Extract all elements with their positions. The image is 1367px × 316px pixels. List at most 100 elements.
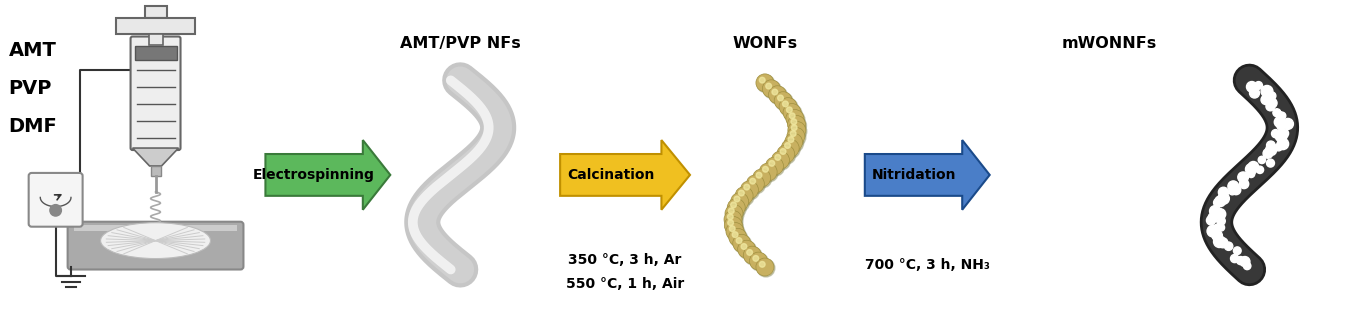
Circle shape	[787, 137, 794, 143]
Circle shape	[749, 178, 756, 184]
Circle shape	[1282, 118, 1293, 129]
FancyBboxPatch shape	[145, 6, 167, 18]
Circle shape	[753, 256, 759, 261]
Circle shape	[1208, 213, 1218, 222]
Circle shape	[734, 235, 752, 253]
Circle shape	[1267, 98, 1277, 108]
Circle shape	[759, 261, 766, 267]
Circle shape	[785, 143, 790, 149]
Circle shape	[1240, 257, 1249, 267]
Circle shape	[1210, 206, 1221, 216]
FancyBboxPatch shape	[29, 173, 82, 227]
Circle shape	[791, 119, 797, 125]
Circle shape	[757, 75, 775, 93]
Text: 350 °C, 3 h, Ar: 350 °C, 3 h, Ar	[569, 252, 682, 267]
Circle shape	[1277, 121, 1286, 130]
Circle shape	[741, 181, 759, 199]
Circle shape	[731, 194, 749, 212]
Circle shape	[786, 110, 804, 127]
Text: mWONNFs: mWONNFs	[1062, 35, 1158, 51]
Circle shape	[1258, 156, 1266, 164]
Circle shape	[791, 125, 797, 131]
Circle shape	[725, 216, 742, 234]
Circle shape	[1240, 179, 1248, 189]
Circle shape	[753, 169, 771, 187]
Circle shape	[1217, 217, 1225, 225]
Circle shape	[778, 95, 783, 101]
Circle shape	[771, 151, 789, 169]
Circle shape	[730, 229, 748, 247]
Circle shape	[738, 190, 744, 196]
Text: AMT/PVP NFs: AMT/PVP NFs	[401, 35, 521, 51]
Circle shape	[726, 206, 744, 223]
Circle shape	[1263, 149, 1273, 158]
Circle shape	[725, 211, 744, 229]
Circle shape	[730, 193, 749, 211]
Circle shape	[1225, 242, 1233, 250]
Text: DMF: DMF	[8, 117, 57, 136]
Circle shape	[746, 250, 752, 255]
Circle shape	[1245, 164, 1256, 175]
Circle shape	[1214, 224, 1222, 232]
FancyBboxPatch shape	[150, 166, 160, 176]
Circle shape	[782, 140, 800, 158]
Text: 700 °C, 3 h, NH₃: 700 °C, 3 h, NH₃	[865, 258, 990, 271]
Circle shape	[763, 80, 781, 98]
Circle shape	[1214, 236, 1225, 247]
Circle shape	[1275, 111, 1284, 118]
Circle shape	[1207, 216, 1215, 225]
Circle shape	[1230, 254, 1239, 263]
Circle shape	[1249, 88, 1259, 98]
Circle shape	[767, 158, 785, 176]
Circle shape	[1237, 172, 1248, 183]
Circle shape	[787, 115, 805, 133]
Circle shape	[1266, 144, 1277, 155]
Circle shape	[738, 241, 757, 259]
Circle shape	[775, 155, 781, 160]
Circle shape	[1207, 225, 1219, 237]
Text: AMT: AMT	[8, 41, 56, 60]
Circle shape	[781, 149, 786, 154]
Circle shape	[789, 122, 807, 140]
Circle shape	[1218, 187, 1229, 198]
Circle shape	[730, 202, 737, 208]
Circle shape	[733, 232, 738, 238]
Circle shape	[772, 89, 778, 95]
Circle shape	[730, 226, 735, 232]
Circle shape	[1248, 161, 1259, 172]
Circle shape	[787, 121, 805, 139]
Circle shape	[1244, 262, 1251, 270]
Circle shape	[781, 139, 800, 157]
Circle shape	[1233, 247, 1241, 255]
FancyBboxPatch shape	[134, 46, 176, 60]
Circle shape	[725, 210, 742, 228]
Polygon shape	[265, 140, 391, 210]
Circle shape	[789, 117, 807, 134]
Circle shape	[49, 204, 62, 216]
Circle shape	[734, 196, 740, 202]
Circle shape	[756, 74, 774, 92]
Circle shape	[766, 157, 783, 175]
Circle shape	[763, 81, 782, 99]
Circle shape	[725, 204, 742, 222]
Circle shape	[757, 259, 775, 277]
Circle shape	[729, 208, 734, 214]
Circle shape	[772, 152, 790, 170]
Circle shape	[1260, 95, 1271, 105]
Circle shape	[737, 238, 742, 243]
Circle shape	[776, 145, 794, 163]
Circle shape	[1271, 130, 1280, 138]
Circle shape	[787, 128, 807, 146]
Circle shape	[727, 214, 733, 220]
Circle shape	[741, 244, 746, 249]
Circle shape	[744, 246, 761, 264]
Circle shape	[729, 228, 746, 246]
Circle shape	[1218, 193, 1229, 204]
Circle shape	[748, 176, 766, 194]
Circle shape	[735, 187, 753, 205]
Circle shape	[785, 105, 802, 123]
Circle shape	[778, 146, 796, 164]
Circle shape	[1273, 109, 1281, 117]
Circle shape	[1215, 209, 1226, 220]
Circle shape	[785, 133, 802, 151]
